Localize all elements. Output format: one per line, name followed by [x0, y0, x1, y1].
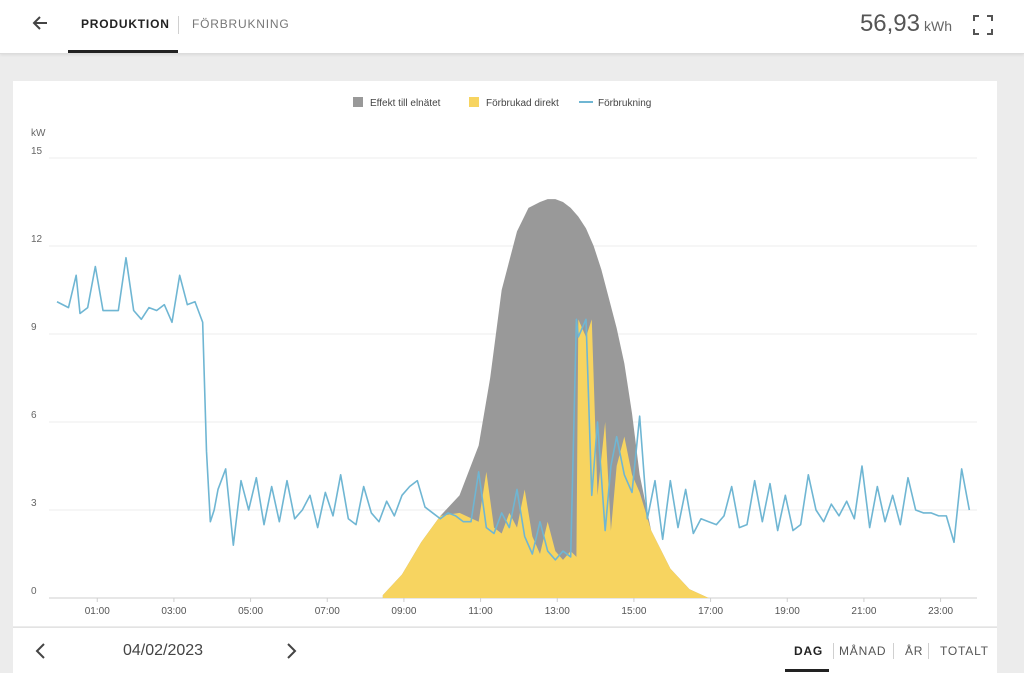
x-tick-label: 15:00 [621, 606, 646, 617]
x-tick-label: 21:00 [851, 606, 876, 617]
y-tick-label: 9 [31, 322, 37, 333]
range-tab-ar[interactable]: ÅR [905, 644, 924, 658]
x-tick-label: 03:00 [161, 606, 186, 617]
active-range-indicator [785, 669, 829, 672]
legend-swatch [353, 97, 363, 107]
production-chart: Effekt till elnätet Förbrukad direkt Förbr… [31, 97, 977, 617]
range-divider [893, 643, 894, 659]
y-tick-label: 6 [31, 410, 37, 421]
date-footer: 04/02/2023 DAG MÅNAD ÅR TOTALT [13, 627, 997, 673]
x-tick-label: 23:00 [928, 606, 953, 617]
x-tick-label: 05:00 [238, 606, 263, 617]
y-tick-label: 3 [31, 498, 37, 509]
chart-card: Effekt till elnätet Förbrukad direkt Förbr… [13, 81, 997, 626]
chart-lines [56, 256, 971, 561]
fullscreen-icon[interactable] [970, 12, 996, 38]
y-tick-label: 15 [31, 146, 43, 157]
legend-label: Förbrukning [598, 98, 651, 109]
legend-label: Effekt till elnätet [370, 98, 441, 109]
y-tick-label: 12 [31, 234, 43, 245]
area-series-1 [382, 319, 709, 598]
legend-swatch [469, 97, 479, 107]
x-tick-label: 13:00 [545, 606, 570, 617]
y-axis-unit: kW [31, 128, 46, 139]
total-energy-value: 56,93 [859, 10, 920, 37]
total-energy: 56,93 kWh [860, 10, 952, 38]
x-tick-label: 07:00 [315, 606, 340, 617]
tab-produktion[interactable]: PRODUKTION [81, 17, 170, 31]
legend-label: Förbrukad direkt [486, 98, 559, 109]
x-tick-label: 01:00 [85, 606, 110, 617]
chart-axes: 01:00 03:00 05:00 07:00 09:00 11:00 13:00 15:00… [85, 598, 954, 617]
line-series-2 [56, 256, 971, 561]
top-bar: PRODUKTION FÖRBRUKNING 56,93 kWh [0, 0, 1024, 54]
range-tab-dag[interactable]: DAG [794, 644, 824, 658]
x-tick-label: 17:00 [698, 606, 723, 617]
range-tab-totalt[interactable]: TOTALT [940, 644, 989, 658]
chart-areas [382, 199, 709, 599]
tab-forbrukning[interactable]: FÖRBRUKNING [192, 17, 290, 31]
range-divider [833, 643, 834, 659]
chart-legend: Effekt till elnätet Förbrukad direkt Förbr… [353, 97, 651, 109]
back-arrow-icon[interactable] [28, 10, 54, 36]
y-tick-label: 0 [31, 586, 37, 597]
total-energy-unit: kWh [924, 18, 952, 34]
current-date: 04/02/2023 [123, 642, 204, 659]
x-tick-label: 09:00 [391, 606, 416, 617]
active-tab-indicator [68, 50, 178, 53]
range-tab-manad[interactable]: MÅNAD [839, 644, 887, 658]
x-tick-label: 11:00 [468, 606, 493, 617]
next-day-chevron-icon[interactable] [280, 640, 302, 662]
tab-divider [178, 16, 179, 34]
previous-day-chevron-icon[interactable] [30, 640, 52, 662]
x-tick-label: 19:00 [775, 606, 800, 617]
range-divider [928, 643, 929, 659]
